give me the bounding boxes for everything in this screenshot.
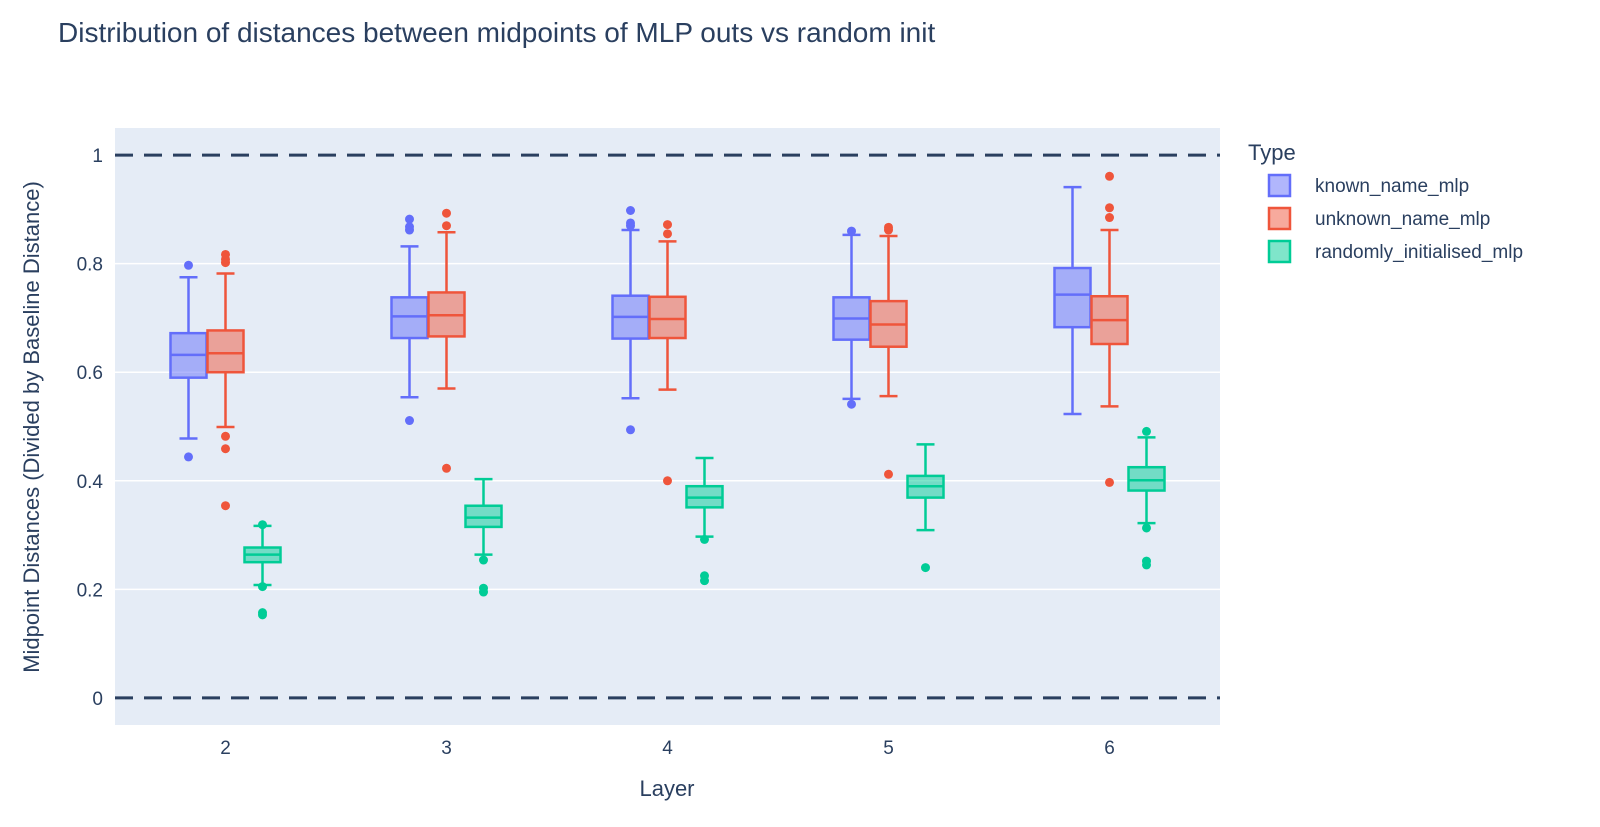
outlier-point — [626, 205, 635, 215]
legend-label: randomly_initialised_mlp — [1315, 242, 1523, 263]
x-tick-label: 3 — [441, 738, 452, 759]
chart-title: Distribution of distances between midpoi… — [58, 17, 935, 48]
box — [648, 220, 687, 486]
box — [169, 260, 208, 462]
legend-label: unknown_name_mlp — [1315, 209, 1490, 230]
series-known_name_mlp — [169, 185, 1092, 462]
box-series — [169, 171, 1166, 620]
box — [243, 520, 282, 620]
box — [464, 477, 503, 597]
legend-swatch — [1267, 239, 1292, 264]
box — [906, 443, 945, 573]
series-randomly_initialised_mlp — [243, 426, 1166, 620]
outlier-point — [1105, 213, 1114, 223]
outlier-point — [405, 214, 414, 224]
x-tick-labels: 2 3 4 5 6 — [220, 738, 1115, 759]
outlier-point — [442, 463, 451, 473]
outlier-point — [1142, 556, 1151, 566]
outlier-point — [221, 444, 230, 454]
y-tick-label: 0 — [92, 689, 103, 710]
outlier-point — [884, 469, 893, 479]
outlier-point — [405, 416, 414, 426]
x-tick-label: 2 — [220, 738, 231, 759]
box — [1127, 426, 1166, 570]
outlier-point — [405, 222, 414, 232]
x-tick-label: 4 — [662, 738, 673, 759]
outlier-point — [258, 520, 267, 530]
y-tick-labels: 0 0.2 0.4 0.6 0.8 1 — [77, 146, 104, 710]
legend-item: randomly_initialised_mlp — [1267, 239, 1523, 264]
box — [869, 222, 908, 479]
box — [427, 208, 466, 473]
outlier-point — [221, 249, 230, 259]
outlier-point — [884, 222, 893, 232]
outlier-point — [847, 399, 856, 409]
series-unknown_name_mlp — [206, 171, 1129, 511]
x-tick-label: 6 — [1104, 738, 1115, 759]
box-body — [1053, 266, 1092, 329]
box-body — [464, 504, 503, 529]
outlier-point — [258, 582, 267, 592]
reference-lines — [115, 153, 1220, 700]
legend: Type known_name_mlp unknown_name_mlprando… — [1248, 140, 1523, 264]
legend-swatch — [1267, 206, 1292, 231]
box — [206, 249, 245, 511]
outlier-point — [1105, 203, 1114, 213]
outlier-point — [258, 608, 267, 618]
outlier-point — [700, 534, 709, 544]
outlier-point — [921, 563, 930, 573]
outlier-point — [184, 260, 193, 270]
plot-background — [115, 128, 1220, 725]
outlier-point — [1105, 171, 1114, 181]
outlier-point — [221, 431, 230, 441]
box — [390, 214, 429, 426]
outlier-point — [221, 501, 230, 511]
legend-label: known_name_mlp — [1315, 176, 1469, 197]
legend-item: known_name_mlp — [1267, 173, 1469, 198]
y-tick-label: 0.8 — [77, 255, 103, 276]
outlier-point — [663, 229, 672, 239]
y-tick-label: 0.2 — [77, 580, 103, 601]
outlier-point — [1105, 477, 1114, 487]
outlier-point — [1142, 523, 1151, 533]
outlier-point — [626, 425, 635, 435]
outlier-point — [626, 218, 635, 228]
outlier-point — [663, 220, 672, 230]
outlier-point — [442, 221, 451, 231]
box — [1090, 171, 1129, 487]
box-body — [1127, 465, 1166, 492]
legend-item: unknown_name_mlp — [1267, 206, 1490, 231]
y-axis-label: Midpoint Distances (Divided by Baseline … — [19, 181, 44, 673]
outlier-point — [184, 452, 193, 462]
y-tick-label: 0.4 — [77, 472, 104, 493]
box-body — [648, 295, 687, 340]
x-tick-label: 5 — [883, 738, 894, 759]
outlier-point — [700, 571, 709, 581]
outlier-point — [442, 208, 451, 218]
outlier-point — [847, 226, 856, 236]
box — [1053, 185, 1092, 416]
legend-swatch — [1267, 173, 1292, 198]
box-body — [390, 296, 429, 340]
box — [611, 205, 650, 435]
outlier-point — [479, 583, 488, 593]
y-tick-label: 1 — [92, 146, 103, 167]
x-axis-label: Layer — [639, 776, 694, 801]
outlier-point — [479, 555, 488, 565]
outlier-point — [1142, 426, 1151, 436]
box — [685, 456, 724, 586]
legend-title: Type — [1248, 140, 1296, 165]
outlier-point — [663, 476, 672, 486]
box-body — [206, 329, 245, 374]
y-tick-label: 0.6 — [77, 363, 103, 384]
legend-items: known_name_mlp unknown_name_mlp randomly_i… — [1267, 173, 1523, 264]
